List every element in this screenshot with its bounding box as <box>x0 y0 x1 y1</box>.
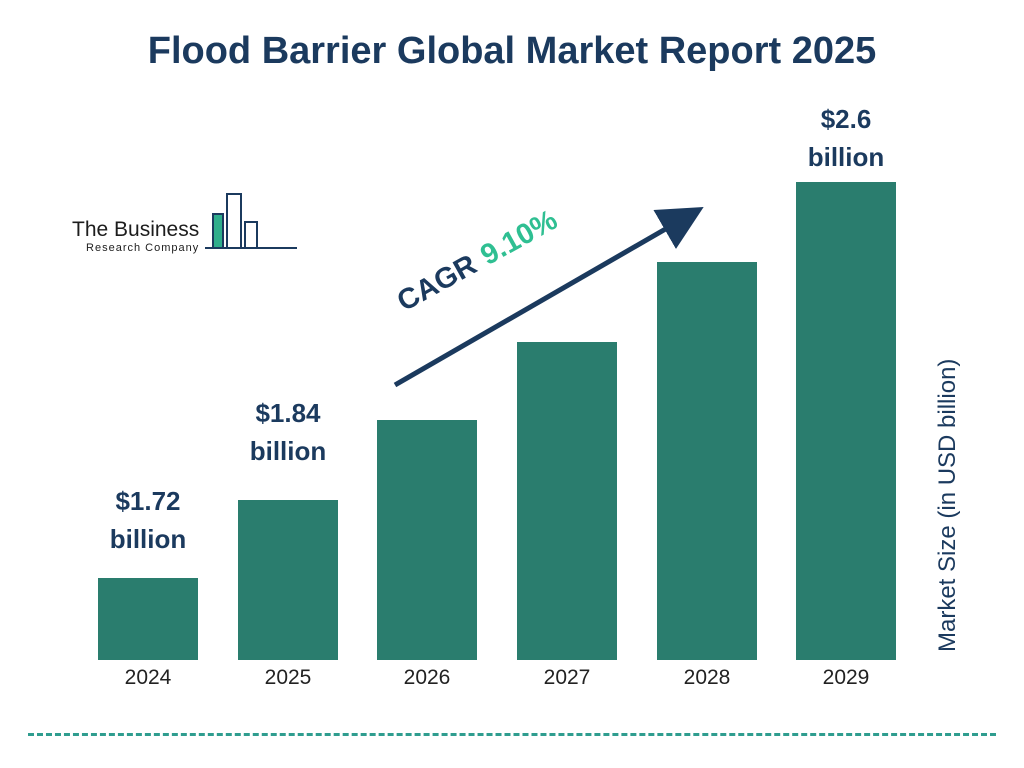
x-axis-label: 2028 <box>683 666 731 689</box>
x-axis-label: 2029 <box>822 666 870 689</box>
bar <box>796 182 896 660</box>
x-axis-label: 2027 <box>543 666 591 689</box>
value-unit: billion <box>807 142 885 172</box>
bar <box>98 578 198 660</box>
x-axis-label: 2024 <box>124 666 172 689</box>
x-axis-label: 2026 <box>403 666 451 689</box>
bar <box>238 500 338 660</box>
x-axis-label: 2025 <box>264 666 312 689</box>
value-amount: $2.6 <box>820 104 872 134</box>
trend-arrow <box>393 207 704 388</box>
chart-title: Flood Barrier Global Market Report 2025 <box>147 30 877 72</box>
company-logo: The Business Research Company <box>72 192 300 254</box>
value-label-2029: $2.6 billion <box>771 100 921 176</box>
y-axis-title: Market Size (in USD billion) <box>934 358 961 652</box>
value-amount: $1.84 <box>255 398 321 428</box>
logo-bars-icon <box>205 192 300 254</box>
company-logo-text: The Business Research Company <box>72 218 199 254</box>
logo-subname: Research Company <box>86 242 200 254</box>
value-amount: $1.72 <box>115 486 181 516</box>
bar <box>377 420 477 660</box>
bar <box>657 262 757 660</box>
value-unit: billion <box>109 524 187 554</box>
bottom-dashed-divider <box>28 733 996 736</box>
logo-name: The Business <box>72 218 200 241</box>
bar <box>517 342 617 660</box>
value-label-2024: $1.72 billion <box>73 482 223 558</box>
value-label-2025: $1.84 billion <box>213 394 363 470</box>
value-unit: billion <box>249 436 327 466</box>
